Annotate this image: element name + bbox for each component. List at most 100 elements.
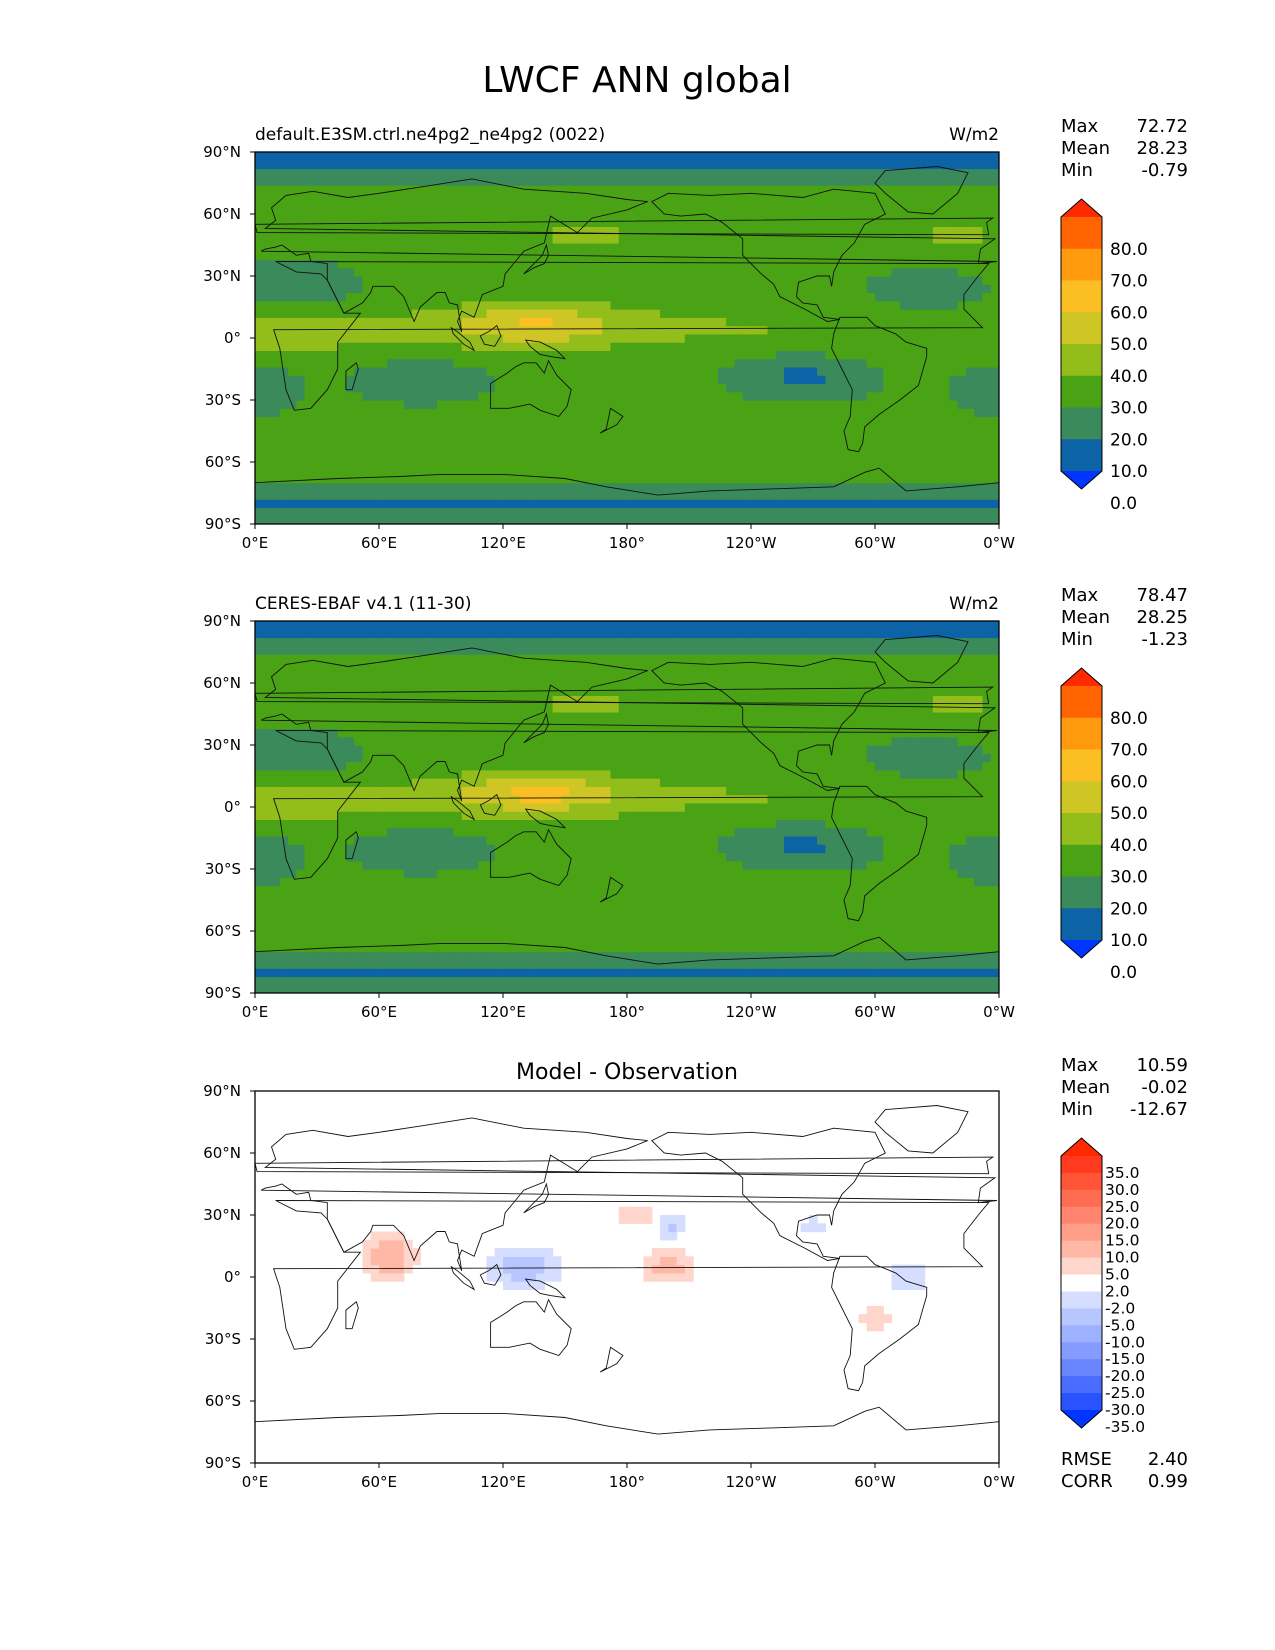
panel-units: W/m2: [949, 125, 999, 145]
field-cell: [709, 152, 719, 161]
field-cell: [800, 176, 810, 186]
field-cell: [693, 433, 702, 442]
field-cell: [792, 226, 802, 236]
field-cell: [684, 333, 694, 343]
field-cell: [370, 482, 380, 492]
field-cell: [726, 152, 736, 161]
field-cell: [684, 185, 694, 194]
field-cell: [676, 424, 686, 434]
field-cell: [990, 292, 999, 302]
field-cell: [271, 959, 281, 969]
field-cell: [916, 234, 926, 244]
field-cell: [271, 745, 281, 754]
field-cell: [891, 457, 901, 467]
field-cell: [420, 441, 430, 451]
field-cell: [726, 309, 736, 318]
field-cell: [279, 959, 289, 969]
field-cell: [461, 482, 471, 492]
field-cell: [271, 860, 281, 870]
field-cell: [734, 507, 744, 517]
field-cell: [982, 168, 992, 178]
field-cell: [403, 276, 413, 285]
field-cell: [536, 259, 545, 269]
field-cell: [684, 176, 694, 186]
field-cell: [436, 185, 446, 194]
field-cell: [403, 342, 413, 351]
field-cell: [709, 441, 719, 451]
field-cell: [395, 333, 405, 343]
field-cell: [296, 433, 306, 442]
field-cell: [602, 424, 612, 434]
field-cell: [717, 242, 727, 252]
field-cell: [602, 292, 612, 302]
field-cell: [759, 251, 769, 261]
field-cell: [792, 366, 802, 376]
field-cell: [544, 300, 554, 310]
field-cell: [412, 935, 421, 944]
field-cell: [875, 350, 884, 360]
field-cell: [519, 466, 529, 475]
field-cell: [362, 910, 372, 920]
field-cell: [337, 433, 347, 442]
field-cell: [825, 259, 835, 269]
field-cell: [775, 251, 785, 261]
field-cell: [759, 242, 769, 252]
field-cell: [982, 276, 992, 285]
field-cell: [387, 408, 397, 418]
field-cell: [701, 234, 711, 244]
field-cell: [602, 391, 612, 401]
field-cell: [321, 482, 330, 492]
field-cell: [775, 358, 785, 368]
field-cell: [784, 482, 793, 492]
field-cell: [891, 474, 901, 484]
field-cell: [271, 300, 281, 310]
field-cell: [312, 515, 322, 524]
field-cell: [403, 209, 413, 219]
field-cell: [461, 424, 471, 434]
field-cell: [329, 515, 339, 524]
field-cell: [370, 827, 380, 837]
field-cell: [478, 292, 488, 302]
field-cell: [800, 375, 810, 385]
field-cell: [503, 209, 512, 219]
field-cell: [899, 490, 909, 500]
field-cell: [775, 350, 785, 360]
field-cell: [478, 300, 488, 310]
y-tick-label: 90°S: [205, 515, 241, 533]
field-cell: [784, 408, 793, 418]
field-cell: [916, 152, 926, 161]
field-cell: [717, 160, 727, 170]
field-cell: [875, 490, 884, 500]
field-cell: [288, 885, 297, 895]
colorbar-segment: [1061, 344, 1102, 377]
field-cell: [850, 267, 860, 277]
field-cell: [395, 662, 405, 672]
field-cell: [775, 168, 785, 178]
field-cell: [362, 959, 372, 969]
field-cell: [271, 951, 281, 961]
field-cell: [255, 852, 264, 862]
field-cell: [412, 375, 421, 385]
field-cell: [693, 259, 702, 269]
field-cell: [866, 499, 876, 509]
field-cell: [362, 234, 372, 244]
field-cell: [850, 474, 860, 484]
field-cell: [709, 499, 719, 509]
field-cell: [593, 358, 603, 368]
field-cell: [345, 325, 355, 335]
field-cell: [395, 629, 405, 639]
field-cell: [304, 490, 314, 500]
field-cell: [751, 276, 760, 285]
field-cell: [428, 515, 438, 524]
field-cell: [329, 482, 339, 492]
field-cell: [519, 474, 529, 484]
field-cell: [693, 366, 702, 376]
field-cell: [560, 466, 570, 475]
field-cell: [742, 482, 752, 492]
field-cell: [519, 276, 529, 285]
colorbar-label: 80.0: [1110, 240, 1148, 260]
field-cell: [296, 242, 306, 252]
field-cell: [610, 358, 620, 368]
field-cell: [792, 185, 802, 194]
field-cell: [569, 499, 578, 509]
